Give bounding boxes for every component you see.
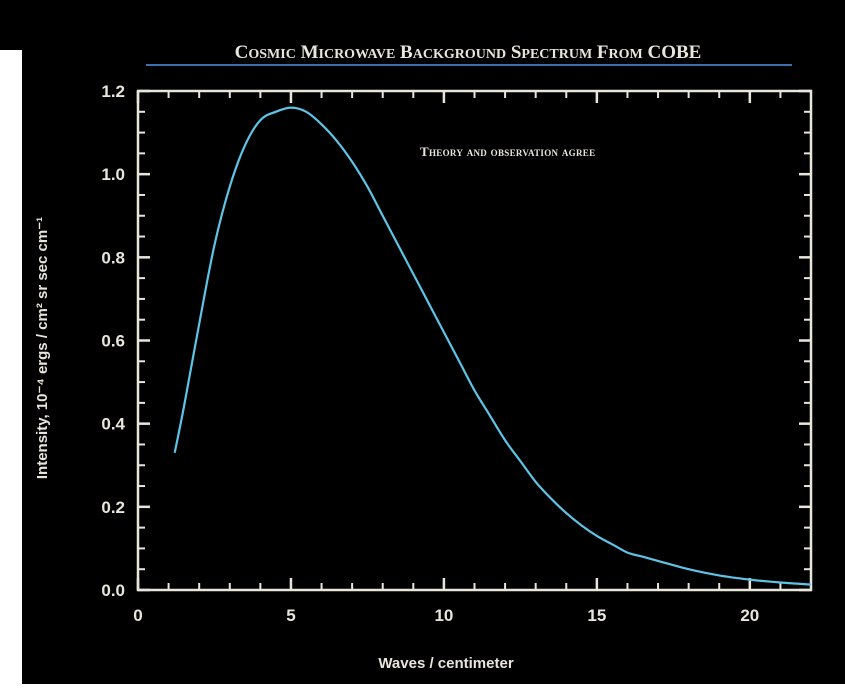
x-tick-label: 0 [133, 606, 142, 625]
x-tick-label: 15 [587, 606, 606, 625]
plot-frame [136, 89, 813, 592]
y-tick-label: 0.0 [101, 581, 125, 600]
y-tick-label: 0.4 [101, 415, 125, 434]
x-tick-label: 10 [434, 606, 453, 625]
chart-title: COSMIC MICROWAVE BACKGROUND SPECTRUM FRO… [235, 42, 702, 63]
cmb-spectrum-chart: COSMIC MICROWAVE BACKGROUND SPECTRUM FRO… [34, 42, 813, 672]
x-tick-label: 5 [286, 606, 295, 625]
x-tick-label: 20 [740, 606, 759, 625]
y-axis-label: Intensity, 10⁻⁴ ergs / cm² sr sec cm⁻¹ [34, 217, 51, 479]
x-axis-label: Waves / centimeter [378, 655, 513, 672]
y-tick-label: 0.2 [101, 498, 125, 517]
y-tick-label: 1.0 [101, 165, 125, 184]
spectrum-curve [173, 106, 812, 586]
y-tick-label: 0.6 [101, 332, 125, 351]
y-tick-label: 0.8 [101, 248, 125, 267]
chart-panel: COSMIC MICROWAVE BACKGROUND SPECTRUM FRO… [22, 0, 845, 684]
y-tick-label: 1.2 [101, 82, 125, 101]
annotation: Theory and observation agree [420, 144, 595, 159]
